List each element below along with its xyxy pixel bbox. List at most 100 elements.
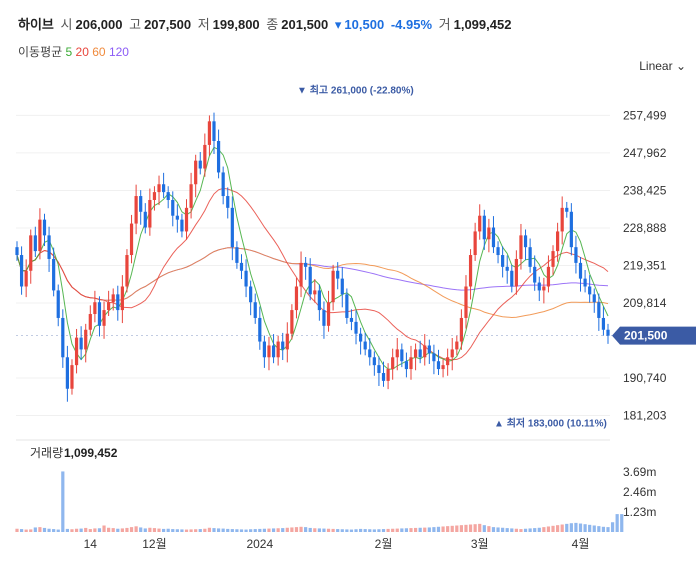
candle (299, 251, 303, 298)
candle (368, 338, 372, 366)
moving-average-legend[interactable]: 이동평균 5 20 60 120 (18, 43, 129, 60)
candle (47, 226, 51, 272)
candle (313, 279, 317, 303)
candle (501, 246, 505, 278)
candle-body (551, 251, 555, 267)
volume-bar (107, 527, 111, 532)
price-tick-label: 228,888 (623, 221, 667, 235)
candle (409, 345, 413, 380)
volume-bar (455, 525, 459, 532)
volume-bar (615, 514, 619, 532)
volume-bar (207, 527, 212, 532)
candle (496, 241, 500, 264)
volume-bar (473, 524, 477, 532)
price-tick-label: 238,425 (623, 183, 667, 197)
candle-body (459, 317, 463, 342)
candle (537, 276, 541, 302)
candle (478, 204, 482, 240)
candle (354, 310, 358, 345)
candle-body (271, 345, 276, 358)
low-label: 저 (197, 17, 210, 32)
volume-bar (258, 528, 262, 532)
volume-bar (542, 527, 546, 532)
candle (473, 222, 477, 261)
volume-bar (381, 529, 386, 532)
volume-bar (326, 528, 331, 532)
candle-body (239, 262, 244, 271)
ma-120-label: 120 (108, 45, 129, 59)
candle (212, 112, 216, 154)
change-percent: -4.95% (390, 17, 433, 32)
volume-bar (556, 525, 560, 532)
volume-bar (436, 526, 441, 532)
candle (322, 301, 326, 339)
volume-bar (377, 529, 381, 532)
candle-body (299, 262, 303, 287)
candle (418, 340, 422, 364)
candle (56, 284, 60, 327)
candle (468, 249, 473, 300)
candle-body (125, 255, 129, 287)
volume-bar (482, 525, 486, 532)
candle-body (331, 270, 335, 303)
candle-body (501, 255, 505, 267)
volume-bar (510, 528, 514, 532)
volume-tick-label: 1.23m (623, 505, 656, 519)
candle (271, 334, 276, 364)
candle (79, 326, 83, 361)
close-label: 종 (266, 17, 279, 32)
time-tick-label: 2월 (375, 537, 393, 551)
volume-bar (413, 527, 418, 532)
candle (65, 345, 69, 402)
candle-body (322, 310, 326, 326)
candle (551, 245, 555, 276)
candle (372, 351, 376, 376)
volume-bar (574, 522, 578, 532)
candle (175, 204, 179, 233)
candle-body (583, 278, 587, 287)
ma-5-label: 5 (65, 45, 73, 59)
candle-body (418, 349, 422, 358)
candle-body (281, 341, 285, 350)
candle (510, 264, 514, 293)
candle (583, 269, 587, 293)
time-tick-label: 3월 (471, 537, 489, 551)
volume-bar (74, 528, 79, 532)
volume-bar (162, 528, 166, 532)
candle-body (253, 302, 257, 318)
candle (569, 203, 573, 256)
moving-average-lines (16, 146, 609, 370)
candle (166, 186, 170, 209)
volume-bar (331, 528, 335, 532)
min-price-annotation: ▲ 최저 183,000 (10.11%) (494, 416, 607, 429)
chevron-down-icon: ⌄ (675, 59, 686, 73)
volume-bar (139, 527, 143, 532)
volume-bar (143, 528, 147, 532)
volume-bar (546, 526, 551, 532)
volume-bar (588, 524, 592, 532)
candle-body (381, 373, 386, 381)
candle (304, 257, 308, 280)
candle-body (423, 345, 427, 358)
candle (308, 258, 312, 301)
candle (33, 226, 37, 257)
candle-body (189, 184, 193, 208)
volume-bar (70, 529, 74, 532)
volume-bar (19, 529, 24, 532)
candle-body (368, 349, 372, 358)
scale-toggle-button[interactable]: Linear ⌄ (639, 59, 686, 73)
candle (340, 267, 344, 308)
candle-body (413, 349, 418, 358)
candle-body (262, 341, 266, 358)
candle-body (230, 207, 234, 248)
volume-bar (116, 528, 120, 532)
candle (542, 277, 546, 304)
candle-body (166, 192, 170, 200)
candle (326, 290, 331, 332)
volume-bar (404, 528, 409, 532)
high-label: 고 (129, 17, 142, 32)
candle-body (436, 361, 441, 370)
volume-bar (363, 529, 367, 532)
candle (221, 166, 225, 205)
